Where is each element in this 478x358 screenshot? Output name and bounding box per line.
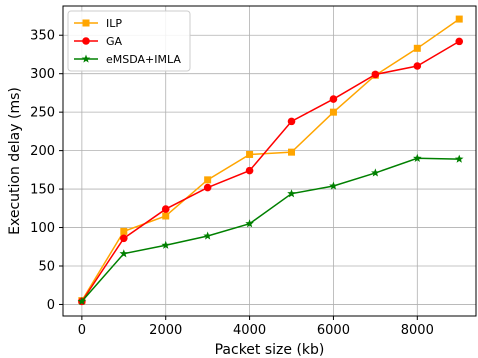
- legend-label: GA: [106, 35, 123, 48]
- series-line-emsda-imla: [81, 157, 460, 302]
- x-tick-label: 0: [78, 323, 86, 338]
- y-tick-label: 100: [30, 221, 55, 236]
- data-point-ga: [287, 117, 296, 126]
- data-point-emsda-imla: [245, 219, 254, 228]
- x-tick-label: 2000: [149, 323, 182, 338]
- legend-box: [67, 10, 191, 72]
- x-tick-label: 6000: [317, 323, 350, 338]
- x-tick-label: 4000: [233, 323, 266, 338]
- legend-label: ILP: [106, 17, 122, 30]
- legend-marker: [81, 54, 91, 63]
- data-point-emsda-imla: [454, 154, 464, 163]
- y-tick-label: 250: [30, 106, 55, 121]
- data-point-emsda-imla: [287, 189, 296, 198]
- data-point-emsda-imla: [371, 168, 380, 177]
- y-axis-label: Execution delay (ms): [7, 87, 23, 235]
- legend-marker: [82, 19, 90, 27]
- data-point-ilp: [162, 212, 170, 220]
- legend-label: eMSDA+IMLA: [106, 53, 181, 66]
- data-point-ga: [329, 95, 338, 103]
- x-axis-label: Packet size (kb): [215, 342, 325, 358]
- series: [77, 15, 464, 306]
- y-tick-label: 300: [30, 67, 55, 82]
- data-point-ilp: [413, 44, 421, 52]
- data-point-ga: [455, 37, 464, 46]
- data-point-ilp: [204, 176, 212, 184]
- data-point-ga: [161, 205, 170, 213]
- y-tick-label: 50: [38, 260, 55, 275]
- y-tick-label: 200: [30, 144, 55, 159]
- data-point-ilp: [329, 108, 337, 116]
- data-point-emsda-imla: [161, 240, 171, 249]
- data-point-ga: [413, 62, 422, 70]
- data-point-ga: [119, 234, 128, 243]
- y-tick-label: 350: [30, 29, 55, 44]
- data-point-ga: [371, 70, 380, 79]
- data-point-ilp: [288, 148, 296, 156]
- legend-marker: [82, 37, 90, 45]
- data-point-ilp: [120, 227, 128, 235]
- grid: [63, 6, 476, 316]
- data-point-emsda-imla: [119, 249, 129, 258]
- axes: 0 2000 4000 6000 8000 0 50 100 150 200 250 300 350: [30, 5, 477, 338]
- data-point-emsda-imla: [77, 296, 87, 306]
- data-point-ga: [245, 166, 254, 175]
- y-tick-label: 150: [30, 183, 55, 198]
- data-point-emsda-imla: [329, 181, 338, 190]
- data-point-emsda-imla: [413, 153, 422, 162]
- series-line-ga: [81, 40, 460, 302]
- data-point-ilp: [246, 150, 254, 158]
- plot-frame: [62, 5, 477, 317]
- legend: ILP GA eMSDA+IMLA: [67, 10, 191, 72]
- data-point-ilp: [455, 15, 463, 23]
- data-point-emsda-imla: [203, 231, 212, 240]
- x-tick-label: 8000: [401, 323, 434, 338]
- data-point-ga: [203, 183, 212, 192]
- y-tick-label: 0: [47, 298, 55, 313]
